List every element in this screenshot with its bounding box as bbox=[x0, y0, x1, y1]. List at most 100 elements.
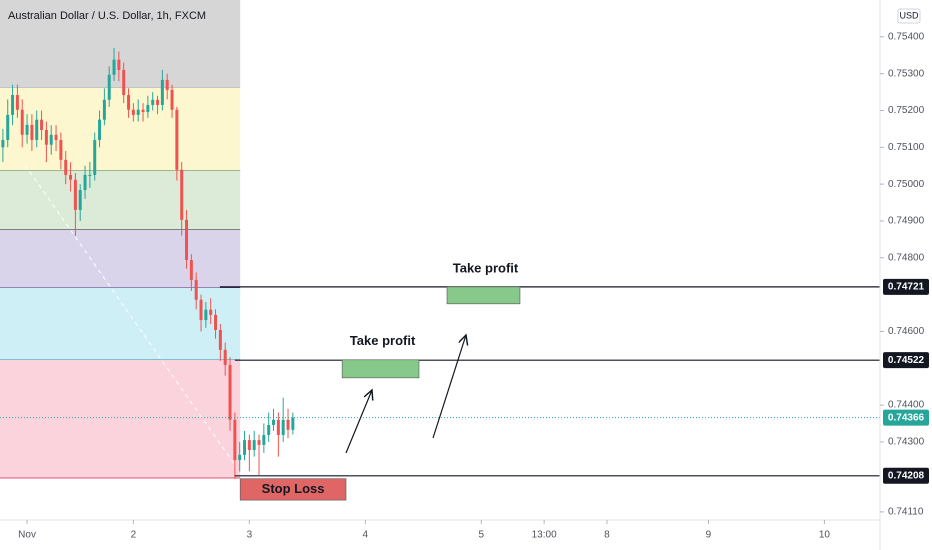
candle-body bbox=[93, 139, 97, 175]
price-label-bg bbox=[883, 352, 929, 369]
candle-body bbox=[160, 79, 164, 105]
box-label: Take profit bbox=[350, 333, 416, 348]
y-tick-label: 0.74400 bbox=[888, 400, 925, 411]
candle-body bbox=[98, 119, 102, 140]
candle-body bbox=[131, 109, 135, 115]
price-label-bg bbox=[883, 278, 929, 295]
y-tick-label: 0.74600 bbox=[888, 326, 925, 337]
candle-body bbox=[35, 119, 39, 140]
y-tick-label: 0.74300 bbox=[888, 437, 925, 448]
x-tick-label: 10 bbox=[819, 530, 831, 541]
arrow bbox=[432, 335, 466, 439]
candle-body bbox=[165, 79, 169, 90]
candle-body bbox=[185, 219, 189, 260]
fib-zone bbox=[0, 88, 241, 171]
candle-body bbox=[122, 69, 126, 96]
candle-body bbox=[127, 95, 131, 110]
candle-body bbox=[112, 59, 116, 75]
candle-body bbox=[44, 130, 48, 145]
candle-body bbox=[204, 309, 208, 321]
chart-title: Australian Dollar / U.S. Dollar, 1h, FXC… bbox=[8, 10, 206, 22]
candle-body bbox=[151, 99, 155, 105]
candle-body bbox=[199, 299, 203, 321]
price-label: 0.74366 bbox=[888, 412, 925, 423]
candle-body bbox=[189, 260, 193, 280]
x-tick-label: 2 bbox=[131, 530, 137, 541]
price-label-bg bbox=[883, 409, 929, 426]
x-tick-label: 9 bbox=[706, 530, 712, 541]
trend-line bbox=[24, 164, 236, 466]
candle-body bbox=[83, 174, 87, 191]
x-tick-label: Nov bbox=[18, 530, 36, 541]
y-tick-label: 0.74110 bbox=[888, 507, 924, 518]
y-tick-label: 0.75300 bbox=[888, 68, 925, 79]
candle-body bbox=[228, 364, 232, 420]
y-tick-label: 0.75400 bbox=[888, 31, 925, 42]
candle-body bbox=[281, 419, 285, 435]
candle-body bbox=[272, 419, 276, 425]
candle-body bbox=[286, 419, 290, 430]
candle-body bbox=[141, 109, 145, 112]
candle-body bbox=[59, 139, 63, 160]
candle-body bbox=[175, 109, 179, 170]
candle-body bbox=[262, 434, 266, 445]
y-tick-label: 0.74900 bbox=[888, 216, 925, 227]
position-box bbox=[239, 478, 347, 501]
y-tick-label: 0.75100 bbox=[888, 142, 925, 153]
x-tick-label: 8 bbox=[604, 530, 610, 541]
y-tick-label: 0.74800 bbox=[888, 252, 925, 263]
currency: USD bbox=[899, 10, 919, 20]
price-label: 0.74208 bbox=[888, 470, 925, 481]
candle-body bbox=[214, 314, 218, 330]
position-box bbox=[446, 286, 521, 305]
y-tick-label: 0.75000 bbox=[888, 179, 925, 190]
box-label: Take profit bbox=[453, 260, 519, 275]
candle-body bbox=[107, 74, 111, 100]
position-box bbox=[341, 359, 420, 379]
candle-body bbox=[64, 159, 68, 175]
candle-body bbox=[170, 89, 174, 110]
candle-body bbox=[88, 174, 92, 176]
candle-body bbox=[117, 59, 121, 70]
fib-zone bbox=[0, 170, 241, 230]
arrow bbox=[345, 390, 372, 454]
x-tick-label: 3 bbox=[247, 530, 253, 541]
candle-body bbox=[180, 169, 184, 220]
candle-body bbox=[1, 139, 5, 148]
candle-body bbox=[247, 440, 251, 451]
candle-body bbox=[257, 440, 261, 445]
price-label: 0.74522 bbox=[888, 355, 925, 366]
candle-body bbox=[40, 119, 44, 130]
box-label: Stop Loss bbox=[262, 481, 325, 496]
price-label: 0.74721 bbox=[888, 282, 925, 293]
candle-body bbox=[73, 179, 77, 210]
candle-body bbox=[69, 174, 73, 180]
fib-zone bbox=[0, 229, 241, 288]
candle-body bbox=[102, 99, 106, 120]
candle-body bbox=[243, 440, 247, 455]
fib-zone bbox=[0, 359, 241, 479]
price-label-bg bbox=[883, 467, 929, 484]
x-tick-label: 5 bbox=[479, 530, 485, 541]
fib-zone bbox=[0, 0, 241, 89]
candle-body bbox=[11, 95, 15, 115]
candle-body bbox=[194, 279, 198, 300]
candle-body bbox=[209, 309, 213, 315]
x-tick-label: 13:00 bbox=[532, 530, 557, 541]
candle-body bbox=[20, 109, 24, 135]
candle-body bbox=[49, 134, 53, 145]
candle-body bbox=[15, 95, 19, 110]
candle-body bbox=[291, 417, 295, 430]
currency-box bbox=[897, 8, 921, 24]
candle-body bbox=[276, 419, 280, 435]
y-tick-label: 0.75200 bbox=[888, 105, 925, 116]
candle-body bbox=[233, 419, 237, 460]
fib-zone bbox=[0, 287, 241, 360]
candle-body bbox=[267, 424, 271, 435]
candle-body bbox=[6, 114, 10, 140]
candle-body bbox=[238, 454, 242, 460]
candle-body bbox=[218, 329, 222, 350]
candle-body bbox=[223, 349, 227, 365]
candle-body bbox=[30, 124, 34, 140]
